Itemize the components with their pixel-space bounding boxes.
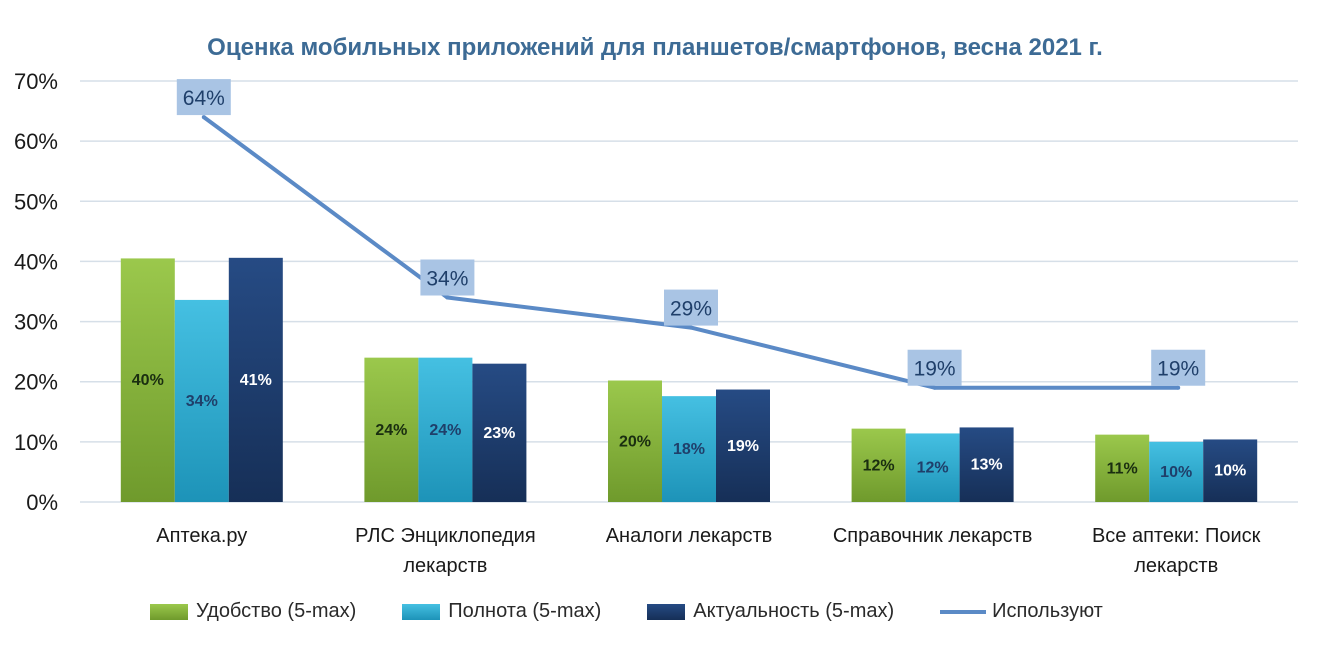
line-series-ispolzuyut bbox=[202, 115, 1179, 390]
legend-label-ispolzuyut: Используют bbox=[992, 600, 1103, 622]
bar-3-cat-2 bbox=[472, 363, 527, 502]
bar-value-label: 41% bbox=[240, 372, 272, 389]
category-label: Аптека.ру bbox=[156, 525, 247, 547]
line-point bbox=[689, 325, 693, 330]
line-label-box bbox=[176, 79, 231, 116]
category-label: лекарств bbox=[403, 555, 487, 577]
legend-swatch-polnota bbox=[402, 603, 441, 620]
bar-2-cat-3 bbox=[662, 396, 716, 502]
legend-item-aktualnost: Актуальность (5-max) bbox=[647, 600, 894, 623]
bar-1-cat-3 bbox=[608, 380, 662, 502]
bar-value-label: 10% bbox=[1214, 463, 1246, 480]
bar-1-cat-2 bbox=[364, 357, 419, 502]
y-tick-label: 0% bbox=[26, 490, 58, 515]
legend-label-udobstvo: Удобство (5-max) bbox=[196, 600, 357, 622]
bar-3-cat-4 bbox=[959, 427, 1014, 502]
y-tick-label: 20% bbox=[14, 370, 58, 395]
legend-line-ispolzuyut bbox=[940, 609, 987, 614]
bar-value-label: 24% bbox=[375, 422, 407, 439]
category-label: РЛС Энциклопедия bbox=[355, 525, 536, 547]
bar-value-label: 12% bbox=[863, 457, 895, 474]
category-label: Все аптеки: Поиск bbox=[1092, 525, 1261, 547]
bar-value-label: 19% bbox=[727, 438, 759, 455]
y-tick-label: 60% bbox=[14, 129, 58, 154]
legend-item-ispolzuyut: Используют bbox=[940, 600, 1103, 623]
category-label: Аналоги лекарств bbox=[606, 525, 773, 547]
bar-value-label: 11% bbox=[1107, 460, 1138, 477]
bar-3-cat-5 bbox=[1203, 439, 1258, 502]
y-tick-label: 10% bbox=[14, 430, 58, 455]
legend-item-polnota: Полнота (5-max) bbox=[402, 600, 601, 623]
category-label: лекарств bbox=[1134, 555, 1218, 577]
bar-value-label: 12% bbox=[917, 460, 949, 477]
bar-value-label: 40% bbox=[132, 372, 164, 389]
bar-3-cat-1 bbox=[228, 257, 283, 502]
bar-value-label: 18% bbox=[673, 441, 705, 458]
line-point bbox=[445, 295, 450, 300]
bar-2-cat-4 bbox=[905, 433, 960, 502]
bar-value-label: 13% bbox=[971, 457, 1003, 474]
bar-2-cat-5 bbox=[1149, 441, 1204, 502]
bar-1-cat-5 bbox=[1095, 434, 1150, 502]
line-value-label: 19% bbox=[1157, 358, 1199, 381]
line-label-box bbox=[420, 259, 475, 296]
line-label-box bbox=[664, 289, 718, 326]
bar-3-cat-3 bbox=[716, 389, 770, 502]
bar-1-cat-4 bbox=[851, 428, 906, 502]
line-point bbox=[932, 385, 937, 390]
line-label-box bbox=[1151, 349, 1206, 386]
bar-value-label: 20% bbox=[619, 433, 651, 450]
legend-swatch-aktualnost bbox=[647, 603, 686, 620]
bar-1-cat-1 bbox=[120, 258, 175, 502]
bar-value-label: 24% bbox=[429, 422, 461, 439]
y-tick-label: 50% bbox=[14, 189, 58, 214]
y-tick-label: 30% bbox=[14, 310, 58, 335]
line-value-label: 29% bbox=[670, 298, 712, 321]
bar-2-cat-2 bbox=[418, 357, 473, 502]
category-label: Справочник лекарств bbox=[833, 525, 1033, 547]
legend-label-aktualnost: Актуальность (5-max) bbox=[693, 600, 895, 622]
bar-2-cat-1 bbox=[174, 299, 229, 502]
legend: Удобство (5-max) Полнота (5-max) Актуаль… bbox=[150, 600, 1149, 623]
line-point bbox=[1176, 385, 1181, 390]
legend-swatch-udobstvo bbox=[150, 603, 188, 620]
line-point bbox=[201, 115, 206, 120]
bar-value-label: 34% bbox=[186, 393, 218, 410]
bar-value-label: 23% bbox=[483, 425, 515, 442]
y-tick-label: 70% bbox=[14, 69, 58, 94]
line-value-label: 34% bbox=[426, 268, 468, 291]
chart-title: Оценка мобильных приложений для планшето… bbox=[207, 34, 1103, 61]
line-value-label: 19% bbox=[914, 358, 956, 381]
legend-item-udobstvo: Удобство (5-max) bbox=[150, 600, 356, 623]
bar-value-label: 10% bbox=[1160, 464, 1192, 481]
line-value-label: 64% bbox=[183, 87, 225, 110]
legend-label-polnota: Полнота (5-max) bbox=[448, 600, 602, 622]
y-tick-label: 40% bbox=[14, 249, 58, 274]
line-label-box bbox=[907, 349, 962, 386]
